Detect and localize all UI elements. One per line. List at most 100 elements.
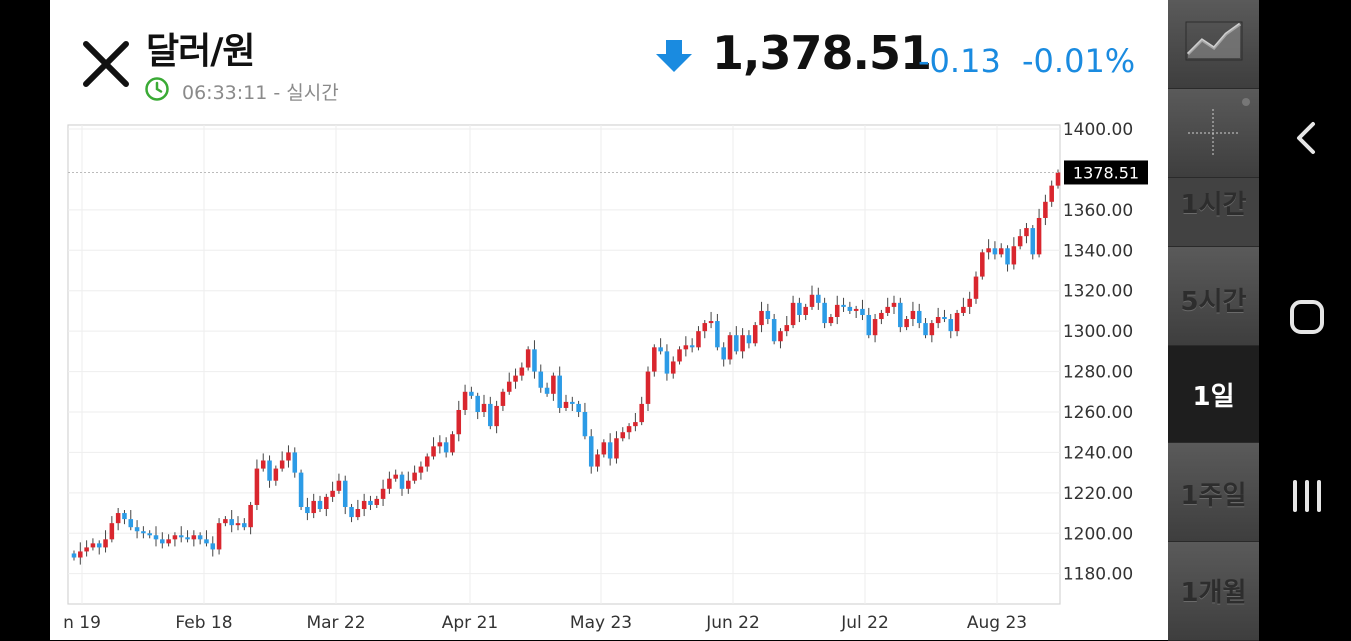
- candle-body: [336, 480, 342, 491]
- candle: [740, 328, 745, 359]
- candle: [437, 435, 443, 454]
- candle-body: [443, 442, 449, 453]
- candle-body: [948, 319, 954, 332]
- candle: [286, 445, 291, 468]
- candle-body: [210, 543, 216, 550]
- recents-button[interactable]: [1259, 456, 1351, 536]
- candle: [298, 469, 304, 511]
- candle: [210, 536, 216, 557]
- interval-1w-label: 1주일: [1180, 481, 1247, 511]
- back-button[interactable]: [1259, 98, 1351, 178]
- candle: [696, 326, 701, 351]
- candle-body: [71, 553, 77, 558]
- candle: [771, 313, 777, 345]
- candle-body: [342, 480, 348, 507]
- candle: [847, 301, 853, 314]
- home-icon: [1290, 300, 1324, 334]
- candle-body: [935, 317, 941, 324]
- candle: [418, 461, 424, 480]
- candle-body: [286, 452, 291, 461]
- candle: [387, 471, 392, 494]
- candle: [765, 303, 771, 325]
- interval-1m[interactable]: 1개월: [1168, 542, 1259, 641]
- candle: [834, 295, 840, 325]
- candle: [78, 542, 83, 565]
- candle-body: [986, 248, 991, 253]
- x-tick-label: Apr 21: [442, 613, 498, 633]
- candle: [652, 344, 657, 377]
- candle-body: [828, 317, 834, 324]
- candle-body: [715, 321, 720, 348]
- candle: [885, 297, 890, 316]
- candle: [336, 473, 342, 494]
- interval-1w[interactable]: 1주일: [1168, 443, 1259, 542]
- interval-1h[interactable]: 1시간: [1168, 178, 1259, 247]
- candle: [916, 303, 922, 329]
- candle: [879, 309, 884, 325]
- candle: [317, 495, 323, 513]
- candle: [475, 392, 480, 420]
- candle: [872, 313, 878, 343]
- candle: [147, 530, 152, 539]
- candle: [557, 366, 562, 414]
- candle-body: [109, 523, 115, 540]
- candle: [488, 396, 493, 430]
- candle: [948, 313, 954, 339]
- candle-body: [191, 535, 197, 540]
- candle: [506, 372, 512, 395]
- candle-body: [664, 351, 670, 374]
- x-tick-label: May 23: [570, 613, 632, 633]
- candle: [178, 526, 184, 543]
- candle: [71, 550, 77, 561]
- candle: [828, 313, 834, 327]
- candle-body: [229, 519, 234, 526]
- candle: [399, 471, 405, 496]
- interval-1d[interactable]: 1일: [1168, 346, 1259, 443]
- candle: [759, 301, 764, 333]
- candle: [292, 447, 298, 478]
- candle: [929, 320, 935, 343]
- candle-body: [166, 539, 171, 544]
- chart-svg[interactable]: 1400.00 1360.00 1340.00 1320.00 1300.00 1280.…: [0, 0, 1168, 640]
- candle-body: [746, 335, 752, 344]
- candle: [1036, 208, 1042, 258]
- candle: [784, 315, 790, 337]
- candle: [235, 516, 241, 531]
- candle-body: [689, 345, 695, 348]
- chart-toolbar: 1시간 5시간 1일 1주일 1개월: [1168, 0, 1259, 641]
- candle-body: [538, 371, 544, 388]
- candle-body: [254, 468, 260, 505]
- candle: [778, 328, 783, 349]
- update-time: 06:33:11: [182, 82, 268, 104]
- candle-body: [437, 442, 443, 447]
- candle: [96, 540, 102, 555]
- chart-type-button[interactable]: [1168, 0, 1259, 89]
- candle-body: [172, 535, 178, 540]
- candle: [115, 507, 121, 531]
- y-tick-label: 1180.00: [1063, 565, 1133, 585]
- candle: [443, 437, 449, 458]
- candle-body: [954, 312, 960, 332]
- candle-body: [178, 535, 184, 538]
- candle-body: [595, 454, 600, 467]
- candle: [431, 437, 436, 460]
- candle: [708, 311, 714, 329]
- candle-body: [898, 302, 903, 328]
- y-tick-label: 1240.00: [1063, 443, 1133, 463]
- candle-body: [765, 310, 771, 320]
- candle-body: [551, 375, 556, 394]
- candle: [1049, 180, 1054, 207]
- price-chart[interactable]: 1400.00 1360.00 1340.00 1320.00 1300.00 1280.…: [0, 0, 1168, 640]
- candle: [324, 493, 329, 517]
- candle: [670, 356, 676, 379]
- candle-body: [532, 349, 537, 372]
- candle-body: [90, 543, 96, 548]
- home-button[interactable]: [1259, 278, 1351, 358]
- candle-body: [223, 519, 228, 524]
- candle: [128, 510, 134, 531]
- candle: [494, 400, 499, 434]
- crosshair-button[interactable]: [1168, 89, 1259, 178]
- close-icon[interactable]: [80, 38, 132, 90]
- interval-5h[interactable]: 5시간: [1168, 247, 1259, 346]
- candle-body: [115, 513, 121, 524]
